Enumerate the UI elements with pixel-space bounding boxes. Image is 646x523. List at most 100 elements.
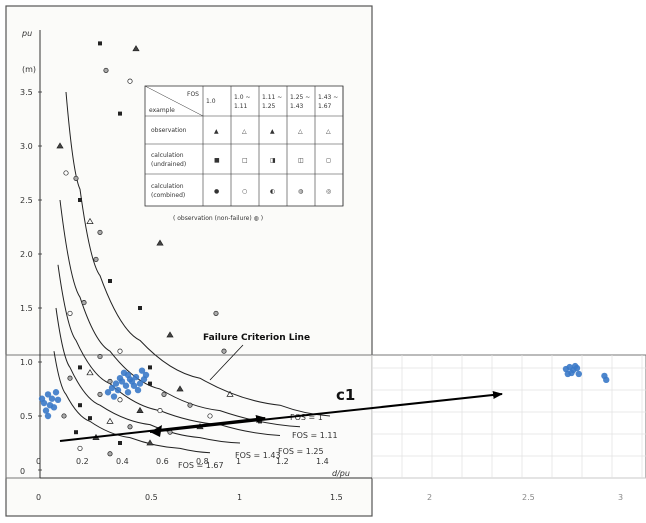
data-point-black bbox=[118, 111, 122, 116]
y-tick-label: 3.0 bbox=[20, 142, 33, 151]
fos-curve-label: FOS = 1.43 bbox=[235, 451, 281, 460]
x-tick-label-lower: 1 bbox=[237, 493, 242, 502]
arrows bbox=[59, 390, 503, 442]
y-tick-label: 0 bbox=[20, 467, 25, 476]
legend-symbol: △ bbox=[242, 128, 247, 135]
data-point-blue bbox=[575, 370, 582, 378]
data-point-black bbox=[73, 175, 79, 181]
data-point-blue bbox=[142, 371, 150, 379]
x-tick-label-upper: 1.2 bbox=[276, 457, 289, 466]
data-point-black bbox=[136, 406, 144, 413]
x-tick-label-upper: 0.6 bbox=[156, 457, 169, 466]
fos-curve bbox=[65, 91, 331, 417]
data-point-blue bbox=[44, 391, 52, 398]
legend-symbol: ■ bbox=[214, 157, 220, 164]
y-tick-label: 2.0 bbox=[20, 250, 33, 259]
legend-symbol: ◨ bbox=[270, 157, 276, 164]
data-point-black bbox=[157, 408, 163, 414]
data-point-blue bbox=[48, 395, 56, 402]
data-point-blue bbox=[108, 384, 116, 392]
labels: Failure Criterion Line c1 bbox=[203, 333, 355, 404]
legend-symbol: ◍ bbox=[298, 188, 303, 195]
data-point-black bbox=[148, 365, 152, 370]
legend-symbol: □ bbox=[242, 157, 248, 164]
arrow-line bbox=[59, 415, 266, 442]
data-point-black bbox=[86, 217, 94, 224]
data-point-black bbox=[97, 391, 103, 397]
right-panel bbox=[371, 354, 646, 479]
legend-header-fos: FOS bbox=[187, 91, 199, 98]
x-tick-label-lower: 0.5 bbox=[145, 493, 158, 502]
data-point-black bbox=[207, 413, 213, 419]
x-tick-label-upper: 0.2 bbox=[76, 457, 89, 466]
fos-curve bbox=[59, 199, 301, 428]
legend-symbol: △ bbox=[298, 128, 303, 135]
data-point-black bbox=[166, 331, 174, 338]
data-point-blue bbox=[104, 389, 112, 396]
black-points bbox=[56, 41, 262, 457]
data-point-black bbox=[148, 381, 152, 386]
right-x-tick-label: 3 bbox=[618, 493, 623, 502]
legend-footnote: ( observation (non-failure) ◍ ) bbox=[173, 215, 263, 222]
data-point-black bbox=[187, 402, 193, 408]
legend-row-label: calculation bbox=[151, 183, 184, 190]
x-tick-label-upper: 0.8 bbox=[196, 457, 209, 466]
x-axis-title: d/pu bbox=[332, 469, 350, 478]
legend-row-label: (combined) bbox=[151, 192, 185, 199]
data-point-black bbox=[138, 306, 142, 310]
y-axis-title: pu bbox=[21, 29, 32, 38]
data-point-black bbox=[67, 375, 73, 381]
legend-symbol: △ bbox=[326, 128, 331, 135]
legend-symbol: ◐ bbox=[270, 188, 275, 195]
fos-curve bbox=[55, 307, 241, 444]
data-point-black bbox=[176, 385, 184, 392]
failure-criterion-label: Failure Criterion Line bbox=[203, 333, 310, 343]
data-point-blue bbox=[124, 389, 132, 396]
data-point-black bbox=[103, 67, 109, 73]
legend-symbol: ◫ bbox=[298, 157, 304, 164]
legend-symbol: ● bbox=[214, 188, 219, 195]
data-point-blue bbox=[38, 395, 46, 402]
main-axes: pu (m) d/pu 3.5 3.0 2.5 2.0 1.5 1.0 0.5 0 0 0.2 0.4 0.… bbox=[20, 29, 372, 502]
data-point-black bbox=[161, 391, 167, 397]
data-point-blue bbox=[134, 386, 142, 394]
legend-row-label: (undrained) bbox=[151, 161, 186, 168]
blue-points bbox=[38, 362, 610, 420]
arrow-line bbox=[149, 390, 503, 433]
legend-row-label: observation bbox=[151, 127, 187, 134]
data-point-blue bbox=[603, 376, 610, 384]
fos-curve-label: FOS = 1.11 bbox=[292, 431, 338, 440]
data-point-black bbox=[106, 417, 114, 424]
x-tick-label-lower: 1.5 bbox=[330, 493, 343, 502]
data-point-black bbox=[78, 403, 82, 408]
fos-curve-label: FOS = 1 bbox=[290, 413, 323, 422]
x-tick-label-upper: 1 bbox=[236, 457, 241, 466]
data-point-black bbox=[63, 170, 69, 176]
legend-symbol: ▲ bbox=[214, 128, 219, 135]
data-point-blue bbox=[122, 382, 130, 389]
x-tick-label-origin: 0 bbox=[36, 493, 41, 502]
data-point-black bbox=[97, 354, 103, 360]
data-point-black bbox=[117, 348, 123, 354]
data-point-blue bbox=[112, 380, 120, 387]
data-point-blue bbox=[44, 412, 52, 420]
data-point-black bbox=[86, 369, 94, 376]
data-point-black bbox=[78, 365, 82, 370]
data-point-black bbox=[107, 451, 113, 457]
fos-curve bbox=[53, 351, 211, 454]
legend-symbol: ○ bbox=[242, 188, 247, 195]
y-tick-label: 0.5 bbox=[20, 412, 33, 421]
legend-column-label: 1.67 bbox=[318, 103, 332, 110]
data-point-black bbox=[117, 397, 123, 403]
x-tick-label-upper: 0 bbox=[36, 457, 41, 466]
legend-column-label: 1.11 bbox=[234, 103, 248, 110]
data-point-blue bbox=[110, 393, 118, 400]
y-tick-label: 1.0 bbox=[20, 358, 33, 367]
legend-column-label: 1.43 ~ bbox=[318, 94, 338, 101]
data-point-blue bbox=[52, 389, 60, 396]
legend-table: FOS example 1.0 1.0 ~ 1.11 1.11 ~ 1.25 1.25 ~ 1.… bbox=[144, 85, 344, 222]
y-tick-label: 2.5 bbox=[20, 196, 33, 205]
